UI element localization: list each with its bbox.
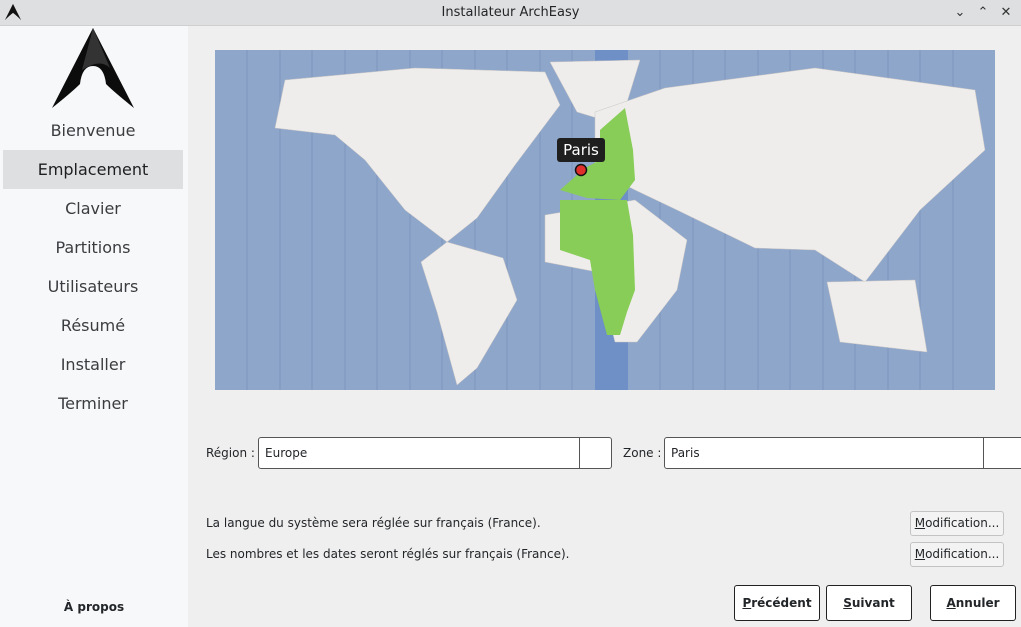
dropdown-arrow-icon[interactable] xyxy=(983,438,1015,468)
minimize-icon[interactable]: ⌄ xyxy=(954,5,966,20)
timezone-map[interactable]: Paris xyxy=(215,50,995,390)
region-combo[interactable]: Europe xyxy=(258,437,612,469)
region-value: Europe xyxy=(265,446,308,460)
sidebar-item-emplacement[interactable]: Emplacement xyxy=(3,150,183,189)
back-button[interactable]: Précédent xyxy=(734,585,820,621)
change-formats-button[interactable]: Modification... xyxy=(910,542,1004,567)
location-pin-icon xyxy=(574,163,588,177)
sidebar-item-partitions[interactable]: Partitions xyxy=(55,238,131,257)
region-label: Région : xyxy=(206,446,255,460)
zone-label: Zone : xyxy=(623,446,662,460)
window-title: Installateur ArchEasy xyxy=(441,5,580,20)
change-language-button[interactable]: Modification... xyxy=(910,511,1004,536)
maximize-icon[interactable]: ⌃ xyxy=(977,5,989,20)
sidebar-item-bienvenue[interactable]: Bienvenue xyxy=(50,121,136,140)
about-link[interactable]: À propos xyxy=(63,600,125,614)
sidebar: Bienvenue Emplacement Clavier Partitions… xyxy=(0,26,188,627)
selected-zone-countries xyxy=(560,108,635,335)
next-button[interactable]: Suivant xyxy=(826,585,912,621)
paris-marker[interactable]: Paris xyxy=(557,138,605,177)
zone-value: Paris xyxy=(671,446,700,460)
close-icon[interactable]: ✕ xyxy=(1000,5,1012,20)
language-info: La langue du système sera réglée sur fra… xyxy=(206,516,541,530)
title-bar: Installateur ArchEasy ⌄ ⌃ ✕ xyxy=(0,0,1021,26)
arch-logo-icon xyxy=(52,28,134,108)
sidebar-item-resume[interactable]: Résumé xyxy=(60,316,126,335)
sidebar-item-clavier[interactable]: Clavier xyxy=(65,199,121,218)
zone-combo[interactable]: Paris xyxy=(664,437,1021,469)
numbers-info: Les nombres et les dates seront réglés s… xyxy=(206,547,570,561)
sidebar-item-utilisateurs[interactable]: Utilisateurs xyxy=(47,277,139,296)
cancel-button[interactable]: Annuler xyxy=(930,585,1016,621)
continents xyxy=(274,59,986,386)
sidebar-item-installer[interactable]: Installer xyxy=(60,355,126,374)
dropdown-arrow-icon[interactable] xyxy=(579,438,611,468)
arch-logo-icon xyxy=(4,3,22,21)
sidebar-item-terminer[interactable]: Terminer xyxy=(58,394,128,413)
city-label: Paris xyxy=(563,141,599,159)
